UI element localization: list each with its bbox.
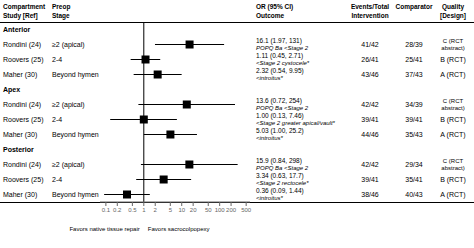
html-text:44/46: 44/46 <box>361 130 379 138</box>
html-text:Stage: Stage <box>52 12 70 20</box>
html-text:3.34 (0.63, 17.7): 3.34 (0.63, 17.7) <box>256 172 304 180</box>
html-text:41/42: 41/42 <box>361 40 379 48</box>
html-text:abstract): abstract) <box>441 44 465 51</box>
html-text:38/46: 38/46 <box>361 190 379 198</box>
html-text:POPQ Ba <Stage 2: POPQ Ba <Stage 2 <box>256 44 309 51</box>
html-text:≥2 (apical): ≥2 (apical) <box>52 160 85 168</box>
html-text:<Stage 2 greater apical/vault*: <Stage 2 greater apical/vault* <box>256 119 335 126</box>
svg-text:50: 50 <box>205 207 212 213</box>
html-text:42/42: 42/42 <box>361 160 379 168</box>
svg-text:20: 20 <box>190 207 197 213</box>
html-text:29/34: 29/34 <box>405 160 423 168</box>
html-text:Beyond hymen: Beyond hymen <box>52 70 99 78</box>
html-text:Apex: Apex <box>3 85 21 93</box>
html-text:B (RCT): B (RCT) <box>440 55 466 63</box>
html-text:Beyond hymen: Beyond hymen <box>52 130 99 138</box>
html-text:[Design]: [Design] <box>440 12 466 20</box>
html-text:Preop: Preop <box>52 3 71 11</box>
html-text:A (RCT): A (RCT) <box>440 130 466 138</box>
html-text:A (RCT): A (RCT) <box>440 190 466 198</box>
html-text:0.36 (0.09, 1.44): 0.36 (0.09, 1.44) <box>256 187 304 195</box>
html-text:Favors native tissue repair: Favors native tissue repair <box>69 225 140 232</box>
html-text:13.6 (0.72, 254): 13.6 (0.72, 254) <box>256 97 302 105</box>
html-text:1.11 (0.45, 2.71): 1.11 (0.45, 2.71) <box>256 52 304 60</box>
html-text:2.32 (0.54, 9.95): 2.32 (0.54, 9.95) <box>256 67 304 75</box>
html-text:Outcome: Outcome <box>256 12 285 20</box>
html-text:<introitus*: <introitus* <box>256 194 283 201</box>
html-text:≥2 (apical): ≥2 (apical) <box>52 100 85 108</box>
html-text:2-4: 2-4 <box>52 175 63 183</box>
html-text:Study [Ref]: Study [Ref] <box>3 12 38 20</box>
html-text:Roovers (25): Roovers (25) <box>3 55 44 63</box>
html-text:15.9 (0.84, 298): 15.9 (0.84, 298) <box>256 157 302 165</box>
html-text:POPQ Ba <Stage 2: POPQ Ba <Stage 2 <box>256 164 309 171</box>
svg-text:10: 10 <box>178 207 185 213</box>
html-text:5.03 (1.00, 25.2): 5.03 (1.00, 25.2) <box>256 127 304 135</box>
html-text:Beyond hymen: Beyond hymen <box>52 190 99 198</box>
html-text:Maher (30): Maher (30) <box>3 130 38 138</box>
html-text:Compartment: Compartment <box>3 3 46 11</box>
html-text:1.00 (0.13, 7.46): 1.00 (0.13, 7.46) <box>256 112 304 120</box>
html-text:B (RCT): B (RCT) <box>440 175 466 183</box>
html-text:abstract): abstract) <box>441 104 465 111</box>
html-text:Rondini (24): Rondini (24) <box>3 100 42 108</box>
html-text:<Stage 2 cystocele*: <Stage 2 cystocele* <box>256 59 310 66</box>
html-text:B (RCT): B (RCT) <box>440 115 466 123</box>
html-text:Intervention: Intervention <box>351 12 389 20</box>
html-text:35/41: 35/41 <box>405 175 423 183</box>
html-text:39/41: 39/41 <box>361 115 379 123</box>
svg-text:200: 200 <box>226 207 237 213</box>
html-text:Comparator: Comparator <box>395 3 433 11</box>
html-text:Quality: Quality <box>442 3 464 11</box>
svg-text:0.1: 0.1 <box>102 207 111 213</box>
html-text:28/39: 28/39 <box>405 40 423 48</box>
html-text:Anterior: Anterior <box>3 25 31 33</box>
svg-text:2: 2 <box>154 207 158 213</box>
html-text:OR (95% CI): OR (95% CI) <box>256 3 294 11</box>
html-text:POPQ Ba <Stage 2: POPQ Ba <Stage 2 <box>256 104 309 111</box>
html-text:C (RCT: C (RCT <box>442 97 464 104</box>
svg-text:0.5: 0.5 <box>128 207 137 213</box>
html-text:39/41: 39/41 <box>361 175 379 183</box>
html-text:37/43: 37/43 <box>405 70 423 78</box>
html-text:Maher (30): Maher (30) <box>3 70 38 78</box>
html-text:<Stage 2 rectocele*: <Stage 2 rectocele* <box>256 179 309 186</box>
svg-text:5: 5 <box>169 207 173 213</box>
html-text:16.1 (1.97, 131): 16.1 (1.97, 131) <box>256 37 302 45</box>
html-text:≥2 (apical): ≥2 (apical) <box>52 40 85 48</box>
html-text:Favors sacrocolpopexy: Favors sacrocolpopexy <box>147 225 210 232</box>
html-text:26/41: 26/41 <box>361 55 379 63</box>
html-text:39/41: 39/41 <box>405 115 423 123</box>
html-text:35/43: 35/43 <box>405 130 423 138</box>
html-text:Rondini (24): Rondini (24) <box>3 160 42 168</box>
html-text:Maher (30): Maher (30) <box>3 190 38 198</box>
html-text:<introitus*: <introitus* <box>256 74 283 81</box>
html-text:Roovers (25): Roovers (25) <box>3 115 44 123</box>
html-text:34/39: 34/39 <box>405 100 423 108</box>
svg-text:1: 1 <box>142 207 146 213</box>
html-text:A (RCT): A (RCT) <box>440 70 466 78</box>
html-text:Rondini (24): Rondini (24) <box>3 40 42 48</box>
svg-text:500: 500 <box>241 207 252 213</box>
html-text:40/43: 40/43 <box>405 190 423 198</box>
html-text:2-4: 2-4 <box>52 115 63 123</box>
html-text:2-4: 2-4 <box>52 55 63 63</box>
svg-text:0.2: 0.2 <box>113 207 122 213</box>
html-text:C (RCT: C (RCT <box>442 37 464 44</box>
html-text:25/41: 25/41 <box>405 55 423 63</box>
html-text:<introitus*: <introitus* <box>256 134 283 141</box>
svg-text:100: 100 <box>215 207 226 213</box>
html-text:43/46: 43/46 <box>361 70 379 78</box>
html-text:Events/Total: Events/Total <box>350 3 390 11</box>
html-text:abstract): abstract) <box>441 164 465 171</box>
html-text:42/42: 42/42 <box>361 100 379 108</box>
html-text:Roovers (25): Roovers (25) <box>3 175 44 183</box>
html-text:Posterior: Posterior <box>3 145 34 153</box>
html-text:C (RCT: C (RCT <box>442 157 464 164</box>
